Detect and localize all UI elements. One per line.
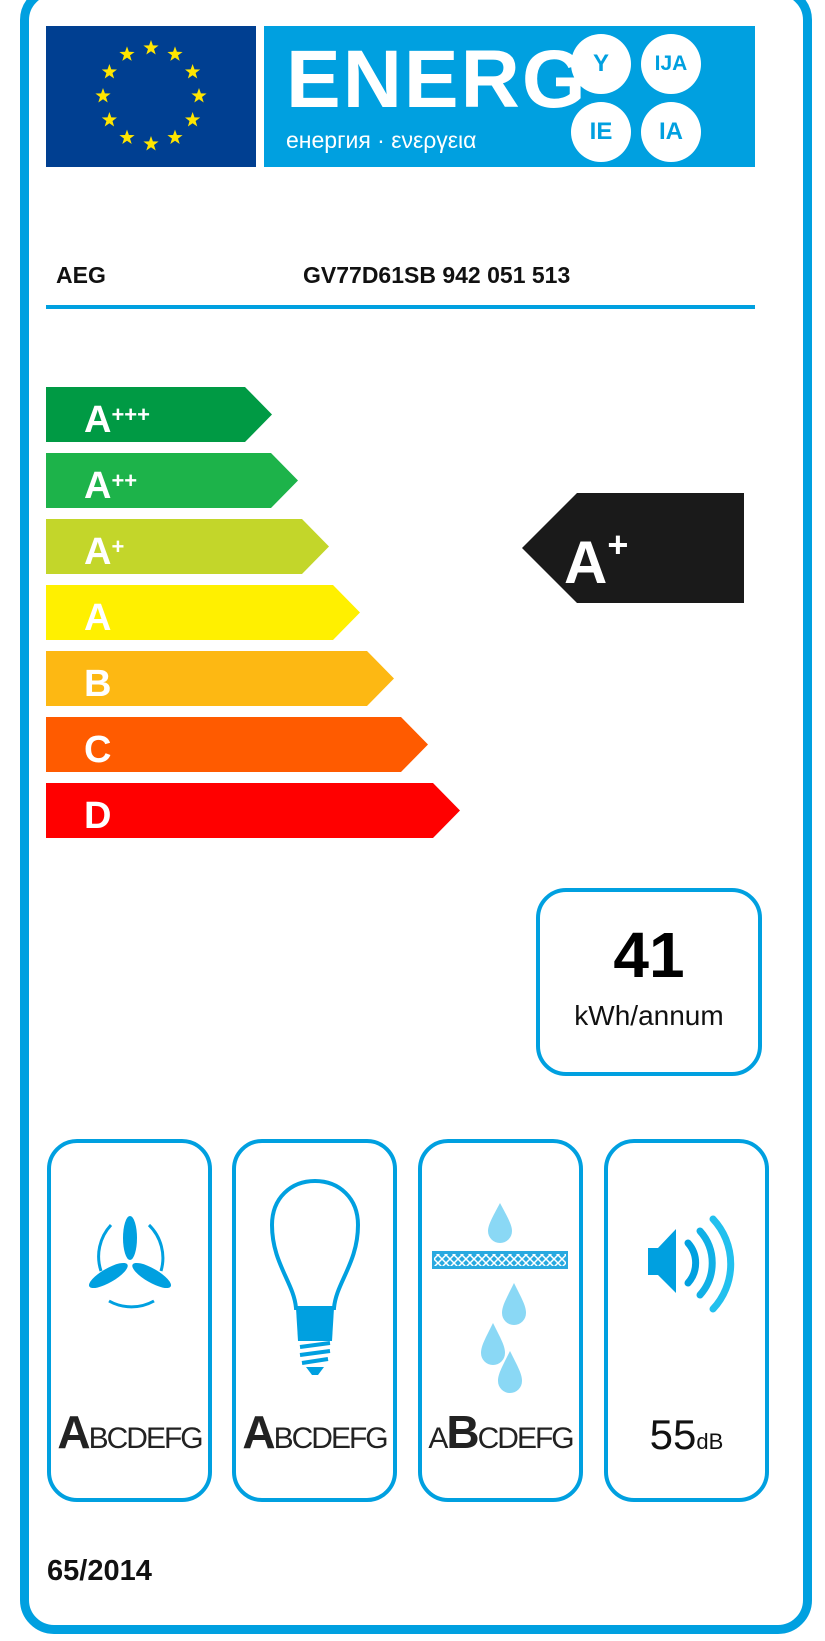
grease-filtering-efficiency-box: ABCDEFG: [418, 1139, 583, 1502]
energy-class-label: A: [84, 597, 112, 639]
consumption-unit: kWh/annum: [574, 1000, 724, 1031]
lang-suffix: IA: [641, 102, 701, 162]
rating-indicator: A+: [522, 493, 744, 603]
energy-word: ENERG: [286, 34, 588, 125]
energy-class-bar: A: [46, 585, 360, 640]
speaker-icon: [648, 1215, 735, 1313]
energy-class-label: C: [84, 729, 112, 771]
grease-filter-icon: [432, 1203, 568, 1393]
efficiency-class-scale: ABCDEFG: [57, 1406, 203, 1458]
energy-banner: ENERG енергия · ενεργεια Y IJA IE IA: [264, 26, 755, 167]
energy-class-bar: A++: [46, 453, 298, 508]
energy-subtitle: енергия · ενεργεια: [286, 127, 477, 153]
annual-consumption-box: 41 kWh/annum: [536, 888, 762, 1076]
rating-class: A+: [564, 524, 629, 596]
energy-class-label: A++: [84, 465, 138, 507]
lang-suffix: IE: [571, 102, 631, 162]
fan-icon: [88, 1216, 172, 1309]
eu-flag: [46, 26, 256, 167]
supplier-name: AEG: [56, 262, 106, 288]
eu-stars-icon: [95, 40, 207, 151]
energy-class-label: A+: [84, 531, 125, 573]
energy-class-bar: C: [46, 717, 428, 772]
energy-class-bar: B: [46, 651, 394, 706]
energy-class-label: A+++: [84, 399, 150, 441]
consumption-value: 41: [613, 919, 685, 991]
light-bulb-icon: [269, 1178, 361, 1375]
energy-class-bar: A+: [46, 519, 329, 574]
energy-class-bar: D: [46, 783, 460, 838]
fluid-dynamic-efficiency-box: ABCDEFG: [47, 1139, 212, 1502]
energy-class-label: D: [84, 795, 112, 837]
lang-suffix: Y: [571, 34, 631, 94]
noise-level-box: 55dB: [604, 1139, 769, 1502]
efficiency-class-scale: ABCDEFG: [428, 1406, 574, 1458]
label-frame: [20, 0, 812, 1634]
energy-class-bar: A+++: [46, 387, 272, 442]
model-identifier: GV77D61SB 942 051 513: [303, 262, 571, 288]
lang-suffix: IJA: [641, 34, 701, 94]
divider: [46, 305, 755, 309]
energy-class-label: B: [84, 663, 112, 705]
noise-value: 55dB: [649, 1411, 724, 1458]
efficiency-class-scale: ABCDEFG: [242, 1406, 388, 1458]
lighting-efficiency-box: ABCDEFG: [232, 1139, 397, 1502]
regulation-number: 65/2014: [47, 1555, 152, 1587]
